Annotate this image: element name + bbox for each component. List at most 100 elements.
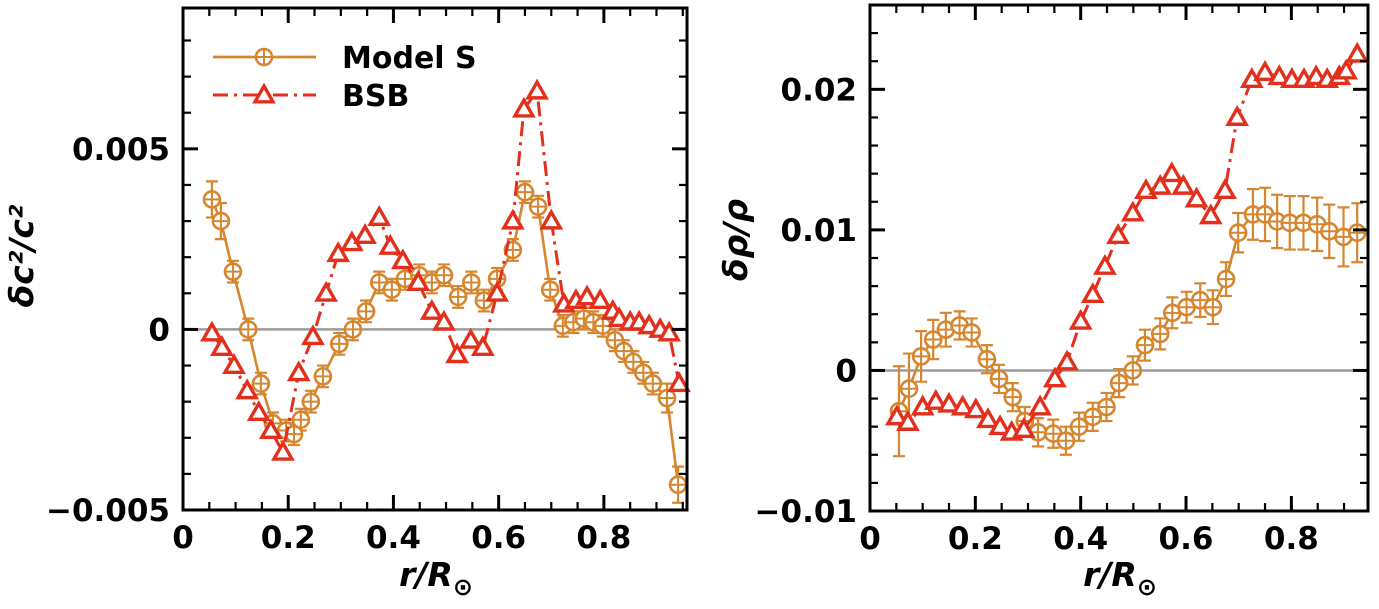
circle-cross-marker-cross xyxy=(225,264,241,279)
circle-cross-marker-cross xyxy=(670,477,686,492)
circle-cross-marker-cross xyxy=(1125,363,1141,378)
circle-cross-marker-cross xyxy=(345,322,361,337)
circle-cross-marker-cross xyxy=(1179,299,1194,315)
circle-cross-marker-cross xyxy=(424,275,440,290)
circle-cross-marker-cross xyxy=(626,354,641,370)
circle-cross-marker-cross xyxy=(1309,217,1325,232)
triangle-marker xyxy=(1253,60,1277,81)
circle-cross-marker-cross xyxy=(1257,207,1273,222)
x-tick-label: 0 xyxy=(172,520,194,556)
circle-cross-marker-cross xyxy=(1205,299,1221,315)
triangle-marker xyxy=(258,418,283,440)
triangle-marker xyxy=(271,439,295,461)
triangle-marker xyxy=(963,397,988,419)
circle-cross-marker-cross xyxy=(1322,224,1337,239)
circle-cross-marker-cross xyxy=(938,322,954,337)
circle-cross-marker-cross xyxy=(926,332,941,347)
triangle-marker xyxy=(1334,58,1359,80)
x-tick-label: 0.8 xyxy=(1264,521,1319,557)
circle-cross-marker-cross xyxy=(1111,375,1127,391)
triangle-marker xyxy=(470,335,495,356)
axes-frame xyxy=(181,6,689,512)
y-axis-label: δρ/ρ xyxy=(716,199,755,281)
series-bsb xyxy=(200,78,692,461)
circle-cross-marker-cross xyxy=(913,349,929,364)
circle-cross-marker-cross xyxy=(595,318,611,334)
circle-cross-marker-cross xyxy=(901,381,917,396)
x-tick-label: 0.4 xyxy=(366,520,421,556)
circle-cross-marker-cross xyxy=(204,192,220,207)
circle-cross-marker-cross xyxy=(1030,425,1046,440)
triangle-marker xyxy=(210,335,234,356)
triangle-marker xyxy=(252,82,276,104)
triangle-marker xyxy=(525,78,549,100)
circle-cross-marker-cross xyxy=(256,49,272,65)
triangle-marker xyxy=(588,288,613,310)
circle-cross-marker-cross xyxy=(1099,399,1114,415)
triangle-marker xyxy=(500,208,525,230)
circle-cross-marker-cross xyxy=(517,184,533,200)
triangle-marker xyxy=(235,378,260,400)
circle-cross-marker-cross xyxy=(303,394,319,409)
circle-cross-marker-cross xyxy=(979,352,995,367)
triangle-marker xyxy=(988,414,1013,436)
legend-label-bsb: BSB xyxy=(342,79,409,114)
triangle-marker xyxy=(1092,253,1117,275)
triangle-marker xyxy=(1011,417,1036,438)
circle-cross-marker-cross xyxy=(1137,337,1153,353)
y-tick-label: −0.005 xyxy=(46,493,170,529)
circle-cross-marker-cross xyxy=(659,390,675,406)
circle-cross-marker-cross xyxy=(213,213,229,229)
triangle-marker xyxy=(1055,349,1079,371)
y-tick-label: 0.02 xyxy=(781,72,858,108)
circle-cross-marker-cross xyxy=(286,426,302,442)
triangle-marker xyxy=(301,324,325,346)
triangle-marker xyxy=(884,404,909,426)
x-tick-label: 0.4 xyxy=(1053,521,1108,557)
triangle-marker xyxy=(1068,308,1093,330)
triangle-marker xyxy=(1028,394,1053,416)
circle-cross-marker-cross xyxy=(358,304,374,319)
triangle-marker xyxy=(200,320,224,342)
triangle-marker xyxy=(314,280,339,302)
triangle-marker xyxy=(511,96,536,118)
circle-cross-marker-cross xyxy=(241,322,256,337)
triangle-marker xyxy=(419,298,444,320)
x-tick-label: 0.2 xyxy=(261,520,316,556)
y-tick-label: 0 xyxy=(148,312,170,348)
circle-cross-marker-cross xyxy=(1350,225,1365,240)
y-tick-label: 0.01 xyxy=(781,213,858,249)
triangle-marker xyxy=(286,360,311,382)
triangle-marker xyxy=(1184,186,1209,208)
triangle-marker xyxy=(1148,173,1173,195)
triangle-marker xyxy=(923,388,948,410)
circle-cross-marker-cross xyxy=(645,376,661,391)
circle-cross-marker-cross xyxy=(952,318,967,333)
circle-cross-marker-cross xyxy=(1165,305,1180,321)
triangle-marker xyxy=(485,280,510,302)
circle-cross-marker-cross xyxy=(1071,419,1087,434)
circle-cross-marker-cross xyxy=(1153,326,1168,342)
y-axis-label: δc²/c² xyxy=(2,204,41,307)
triangle-marker xyxy=(367,205,392,226)
circle-cross-marker-cross xyxy=(1230,225,1246,240)
triangle-marker xyxy=(1213,178,1237,200)
circle-cross-marker-cross xyxy=(543,282,558,297)
axis-ticks xyxy=(181,8,687,512)
triangle-marker xyxy=(1345,41,1370,63)
y-tick-label: −0.01 xyxy=(755,494,857,530)
axis-ticks xyxy=(868,3,1368,513)
circle-cross-marker-cross xyxy=(436,268,452,283)
circle-cross-marker-cross xyxy=(1218,271,1234,287)
triangle-marker xyxy=(1080,282,1105,304)
triangle-marker xyxy=(1120,200,1145,222)
circle-cross-marker-cross xyxy=(607,333,623,348)
circle-cross-marker-cross xyxy=(1046,426,1061,441)
triangle-marker xyxy=(353,223,377,245)
triangle-marker xyxy=(390,248,415,270)
circle-cross-marker-cross xyxy=(1336,229,1351,245)
